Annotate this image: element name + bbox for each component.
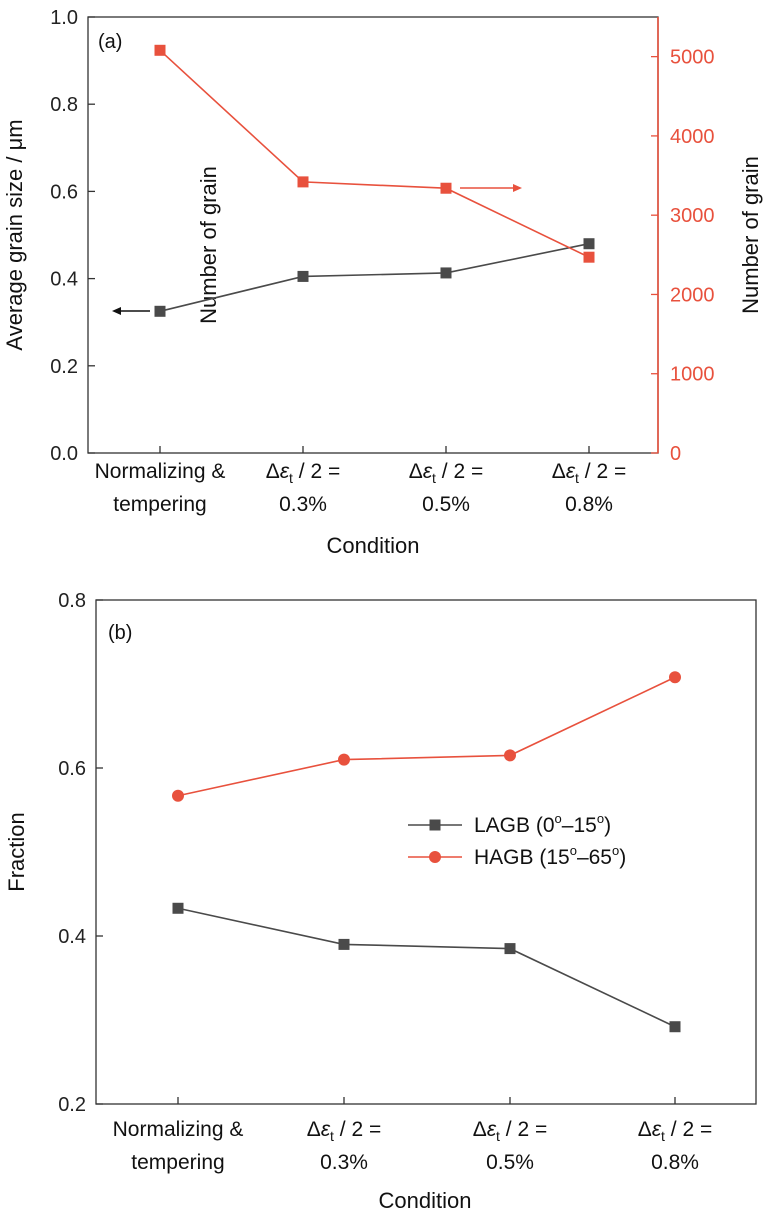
x-tick-label-a-0-line1: Normalizing & <box>95 460 226 483</box>
ticks-b: 0.2 0.4 0.6 0.8 <box>58 590 676 1116</box>
arrow-right-indicator <box>460 184 522 192</box>
panel-label-b: (b) <box>108 622 132 644</box>
x-axis-title-a: Condition <box>327 533 420 558</box>
y-tick-label-right-a-4: 4000 <box>670 126 715 148</box>
data-point-b-0-0 <box>172 902 184 914</box>
data-point-a-0-2 <box>440 267 452 279</box>
plot-frame-a <box>87 16 659 454</box>
y-tick-label-left-a-0: 0.0 <box>50 443 78 465</box>
legend-label-1: HAGB (15o–65o) <box>474 843 626 869</box>
y-axis-title-right-a: Number of grain <box>738 156 763 314</box>
data-point-b-1-2 <box>504 749 516 762</box>
x-tick-label-b-3-line2: 0.8% <box>651 1151 699 1174</box>
x-tick-label-b-2-line2: 0.5% <box>486 1151 534 1174</box>
y-tick-label-b-0: 0.2 <box>58 1094 86 1116</box>
y-tick-label-b-2: 0.6 <box>58 758 86 780</box>
data-point-b-0-2 <box>504 943 516 955</box>
series-line-a-1 <box>159 49 590 258</box>
data-point-b-1-3 <box>669 671 681 684</box>
x-tick-labels-b: Normalizing & tempering Δεt / 2 = 0.3% Δεt /… <box>113 1118 713 1174</box>
y-tick-label-left-a-2: 0.4 <box>50 269 78 291</box>
x-tick-label-b-1-line1: Δεt / 2 = <box>307 1118 381 1144</box>
x-tick-label-b-1-line2: 0.3% <box>320 1151 368 1174</box>
panel-label-a: (a) <box>98 31 122 53</box>
data-point-a-0-0 <box>154 305 166 317</box>
data-point-b-0-3 <box>669 1021 681 1033</box>
y-tick-label-right-a-0: 0 <box>670 443 681 465</box>
data-point-b-1-1 <box>338 753 350 766</box>
x-tick-label-b-0-line1: Normalizing & <box>113 1118 244 1141</box>
series-group-a <box>154 44 595 317</box>
series-line-a-0 <box>159 242 590 313</box>
legend-marker-0 <box>429 819 441 831</box>
y-tick-label-left-a-1: 0.2 <box>50 356 78 378</box>
chart-panel-b: (b) Fraction 0.2 0.4 0.6 0.8 Normalizing & t… <box>4 590 757 1213</box>
x-tick-label-a-1-line1: Δεt / 2 = <box>266 460 340 486</box>
x-tick-label-b-2-line1: Δεt / 2 = <box>473 1118 547 1144</box>
series-line-b-1 <box>177 676 676 797</box>
chart-panel-a: (a) Average grain size / μm Number of gr… <box>2 7 763 558</box>
arrow-left-indicator <box>112 307 150 315</box>
ticks-a: 0.0 0.2 0.4 0.6 0.8 1.0 0 1000 2000 3000 4000 5000 <box>50 7 714 465</box>
y-tick-label-b-3: 0.8 <box>58 590 86 612</box>
data-point-a-1-2 <box>440 182 452 194</box>
y-tick-label-right-a-5: 5000 <box>670 47 715 69</box>
y-tick-label-left-a-3: 0.6 <box>50 181 78 203</box>
x-tick-label-a-0-line2: tempering <box>113 493 206 516</box>
data-point-a-0-1 <box>297 270 309 282</box>
data-point-a-1-1 <box>297 176 309 188</box>
y-tick-label-right-a-2: 2000 <box>670 284 715 306</box>
data-point-b-0-1 <box>338 938 350 950</box>
y-tick-label-right-a-1: 1000 <box>670 364 715 386</box>
x-tick-label-a-3-line2: 0.8% <box>565 493 613 516</box>
data-point-b-1-0 <box>172 789 184 802</box>
x-tick-label-b-0-line2: tempering <box>131 1151 224 1174</box>
y-tick-label-right-a-3: 3000 <box>670 205 715 227</box>
series-group-b <box>172 671 681 1033</box>
x-tick-label-a-3-line1: Δεt / 2 = <box>552 460 626 486</box>
x-tick-label-a-1-line2: 0.3% <box>279 493 327 516</box>
y-axis-title-left-a: Average grain size / μm <box>2 119 27 350</box>
data-point-a-0-3 <box>583 238 595 250</box>
plot-frame-b <box>95 599 757 1105</box>
data-point-a-1-0 <box>154 44 166 56</box>
legend-b: LAGB (0o–15o) HAGB (15o–65o) <box>408 811 626 869</box>
x-tick-label-a-2-line1: Δεt / 2 = <box>409 460 483 486</box>
y-tick-label-left-a-4: 0.8 <box>50 94 78 116</box>
legend-label-0: LAGB (0o–15o) <box>474 811 611 837</box>
x-tick-label-b-3-line1: Δεt / 2 = <box>638 1118 712 1144</box>
x-tick-labels-a: Normalizing & tempering Δεt / 2 = 0.3% Δεt /… <box>95 460 627 516</box>
x-axis-title-b: Condition <box>379 1188 472 1213</box>
legend-marker-1 <box>429 851 441 863</box>
y-axis-title-b: Fraction <box>4 812 29 891</box>
y-tick-label-left-a-5: 1.0 <box>50 7 78 29</box>
data-point-a-1-3 <box>583 251 595 263</box>
y-tick-label-b-1: 0.4 <box>58 926 86 948</box>
x-tick-label-a-2-line2: 0.5% <box>422 493 470 516</box>
series-line-b-0 <box>177 907 676 1028</box>
